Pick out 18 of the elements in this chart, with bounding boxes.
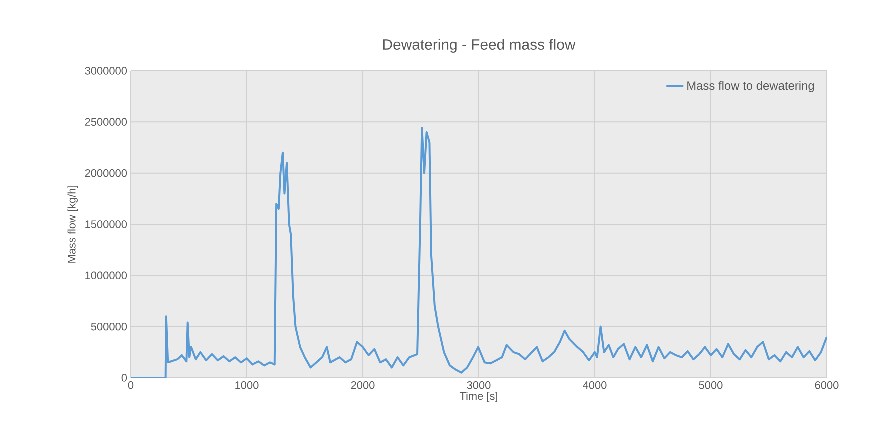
y-tick-label: 3000000	[85, 67, 128, 75]
x-tick-label: 1000	[236, 382, 259, 390]
chart-title: Dewatering - Feed mass flow	[383, 39, 576, 53]
y-tick-label: 2500000	[85, 118, 128, 126]
y-axis-title: Mass flow [kg/h]	[68, 186, 78, 263]
y-tick-label: 0	[122, 374, 128, 382]
x-tick-label: 0	[128, 382, 134, 390]
y-tick-label: 500000	[91, 322, 128, 331]
x-tick-label: 6000	[815, 382, 839, 390]
legend-label: Mass flow to dewatering	[688, 81, 814, 92]
y-tick-label: 1500000	[86, 220, 128, 228]
x-tick-label: 4000	[583, 382, 607, 390]
x-tick-label: 2000	[351, 382, 375, 390]
y-tick-label: 2000000	[85, 169, 128, 178]
y-tick-label: 1000000	[86, 272, 128, 280]
x-tick-label: 5000	[699, 382, 723, 390]
x-tick-label: 3000	[467, 382, 491, 390]
x-axis-title: Time [s]	[460, 392, 498, 402]
